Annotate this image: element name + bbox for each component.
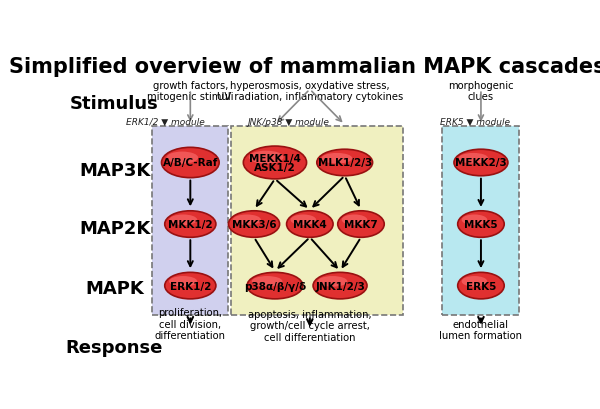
Text: endothelial
lumen formation: endothelial lumen formation [439,319,523,340]
FancyBboxPatch shape [442,126,519,315]
Text: Stimulus: Stimulus [70,95,159,113]
Text: Simplified overview of mammalian MAPK cascades: Simplified overview of mammalian MAPK ca… [9,57,600,77]
Ellipse shape [169,276,197,287]
Text: A/B/C-Raf: A/B/C-Raf [163,158,218,168]
Ellipse shape [458,153,488,164]
Ellipse shape [454,150,508,176]
Ellipse shape [287,211,333,238]
FancyBboxPatch shape [152,126,229,315]
Text: MLK1/2/3: MLK1/2/3 [317,158,372,168]
Ellipse shape [249,151,283,164]
Ellipse shape [338,211,384,238]
Text: ERK5: ERK5 [466,281,496,291]
Ellipse shape [458,273,504,299]
Text: MAP3K: MAP3K [79,161,150,179]
Text: morphogenic
clues: morphogenic clues [448,81,514,102]
Ellipse shape [229,211,280,238]
Ellipse shape [458,211,504,238]
Text: MKK4: MKK4 [293,220,326,229]
Text: MKK3/6: MKK3/6 [232,220,277,229]
Text: ERK5 ▼ module: ERK5 ▼ module [440,118,510,127]
Ellipse shape [165,273,216,299]
Ellipse shape [233,215,261,225]
Ellipse shape [166,152,198,164]
Text: MKK1/2: MKK1/2 [168,220,212,229]
Ellipse shape [313,273,367,299]
Ellipse shape [169,215,197,225]
Ellipse shape [252,276,283,287]
Text: proliferation,
cell division,
differentiation: proliferation, cell division, differenti… [155,307,226,340]
Ellipse shape [165,211,216,238]
FancyBboxPatch shape [231,126,403,315]
Text: ERK1/2 ▼ module: ERK1/2 ▼ module [127,118,205,127]
Ellipse shape [341,215,367,225]
Text: growth factors,
mitogenic stimuli: growth factors, mitogenic stimuli [147,81,233,102]
Ellipse shape [161,148,219,178]
Text: MEKK2/3: MEKK2/3 [455,158,507,168]
Text: MKK5: MKK5 [464,220,498,229]
Ellipse shape [461,215,487,225]
Text: MAP2K: MAP2K [79,220,150,238]
Text: apoptosis, inflammation,
growth/cell cycle arrest,
cell differentiation: apoptosis, inflammation, growth/cell cyc… [248,309,371,342]
Ellipse shape [317,150,373,176]
Ellipse shape [322,153,352,164]
Text: p38α/β/γ/δ: p38α/β/γ/δ [244,281,306,291]
Ellipse shape [461,276,487,287]
Text: ERK1/2: ERK1/2 [170,281,211,291]
Ellipse shape [247,273,303,299]
Text: Response: Response [66,338,163,356]
Text: JNK1/2/3: JNK1/2/3 [315,281,365,291]
Text: JNK/p38 ▼ module: JNK/p38 ▼ module [248,118,330,127]
Text: MAPK: MAPK [85,279,144,297]
Text: hyperosmosis, oxydative stress,
UV radiation, inflammatory cytokines: hyperosmosis, oxydative stress, UV radia… [217,81,403,102]
Text: MKK7: MKK7 [344,220,378,229]
Text: MEKK1/4
ASK1/2: MEKK1/4 ASK1/2 [249,153,301,173]
Ellipse shape [317,276,347,287]
Ellipse shape [244,147,307,180]
Ellipse shape [290,215,316,225]
